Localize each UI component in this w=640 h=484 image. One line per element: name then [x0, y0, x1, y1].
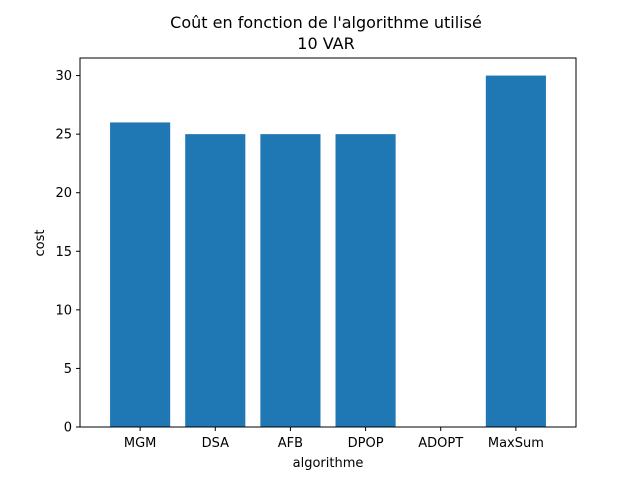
axes-layer: [79, 57, 577, 428]
x-tick-label: MaxSum: [488, 436, 544, 451]
bar-dpop: [335, 134, 396, 427]
y-tick-label: 15: [55, 245, 72, 260]
bar-afb: [260, 134, 321, 427]
y-tick-label: 25: [55, 128, 72, 143]
x-axis-label: algorithme: [293, 456, 364, 471]
x-tick-label: AFB: [278, 436, 303, 451]
plot-frame: [79, 57, 577, 428]
x-tick-label: ADOPT: [418, 436, 463, 451]
bar-mgm: [110, 122, 171, 427]
bars-layer: [110, 75, 546, 428]
y-tick-label: 30: [55, 69, 72, 84]
y-tick-label: 20: [55, 186, 72, 201]
y-tick-label: 10: [55, 303, 72, 318]
y-axis-label: cost: [33, 230, 48, 257]
y-tick-label: 0: [64, 421, 72, 436]
chart-title-group: Coût en fonction de l'algorithme utilisé…: [170, 13, 482, 53]
x-tick-label: DSA: [202, 436, 230, 451]
chart-subtitle: 10 VAR: [297, 34, 354, 53]
bar-dsa: [185, 134, 246, 427]
y-tick-label: 5: [64, 362, 72, 377]
ticks-layer: MGM DSA AFB DPOP ADOPT MaxSum 0 5 10 15 20 25 30: [55, 69, 543, 451]
bar-maxsum: [485, 75, 546, 428]
chart-title: Coût en fonction de l'algorithme utilisé: [170, 13, 482, 32]
x-tick-label: DPOP: [348, 436, 384, 451]
x-tick-label: MGM: [124, 436, 157, 451]
